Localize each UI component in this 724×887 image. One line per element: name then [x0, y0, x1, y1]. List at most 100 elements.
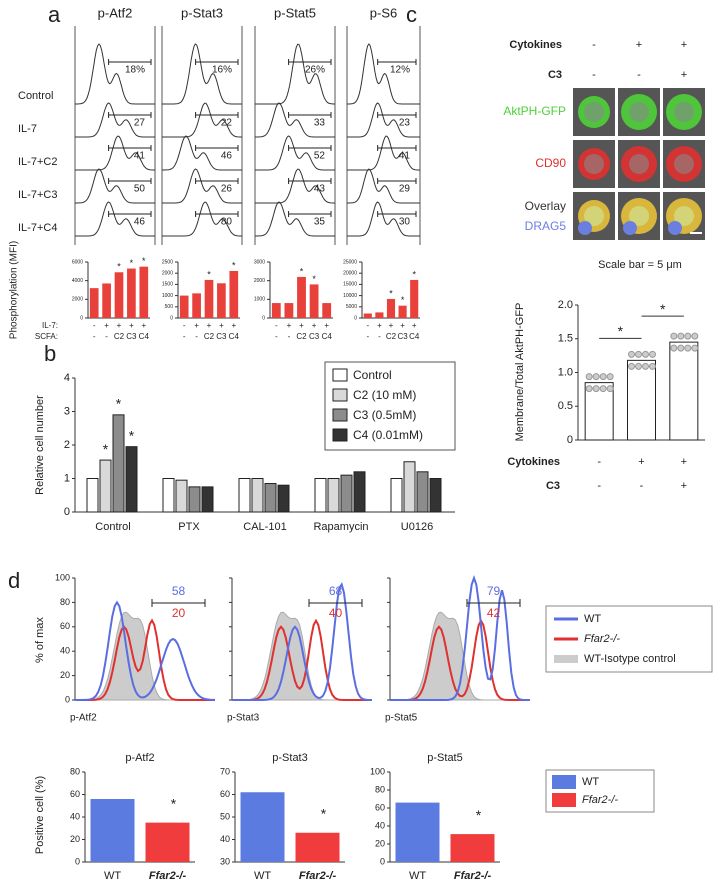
- bar: [322, 303, 332, 318]
- x-row-label: +: [412, 321, 417, 330]
- x-tick-label: WT: [409, 870, 426, 882]
- y-tick-label: 20: [70, 834, 80, 844]
- dot: [606, 373, 614, 381]
- dot: [642, 362, 649, 370]
- wt-curve: [75, 600, 215, 701]
- x-row-label: +: [117, 321, 122, 330]
- legend-swatch: [332, 368, 348, 382]
- panel-label: b: [44, 341, 56, 366]
- legend-swatch: [552, 775, 576, 789]
- bar: [284, 303, 294, 318]
- histogram-curve: [162, 102, 242, 138]
- x-row-label: +: [104, 321, 109, 330]
- significance: *: [103, 441, 109, 457]
- y-tick-label: 4: [64, 372, 70, 384]
- bar: [112, 414, 125, 513]
- bar: [340, 474, 353, 513]
- dot: [691, 332, 699, 340]
- x-row-label: -: [597, 480, 601, 492]
- y-tick-label: 1: [64, 472, 70, 484]
- x-row-label: -: [366, 321, 369, 330]
- y-tick-label: 0: [262, 315, 265, 321]
- bar: [240, 792, 285, 862]
- y-tick-label: 80: [375, 784, 385, 794]
- column-title: p-S6: [370, 5, 397, 20]
- bar: [390, 478, 403, 513]
- bar: [86, 478, 99, 513]
- dot: [670, 332, 678, 340]
- gate-label: 79: [487, 584, 501, 598]
- dot: [684, 344, 692, 352]
- gate: [108, 112, 152, 118]
- bar: [297, 276, 306, 318]
- x-row-label: +: [400, 321, 405, 330]
- gate-label: 46: [134, 217, 146, 228]
- significance: *: [660, 301, 666, 317]
- y-tick-label: 40: [375, 820, 385, 830]
- legend-swatch: [332, 408, 348, 422]
- y-tick-label: 2500: [162, 259, 173, 265]
- legend-swatch: [552, 793, 576, 807]
- gate-label: 42: [487, 606, 501, 620]
- bar: [386, 298, 396, 318]
- caption: Scale bar = 5 μm: [598, 259, 682, 271]
- bar: [403, 461, 416, 513]
- legend-label: WT: [584, 613, 601, 625]
- bar: [192, 293, 201, 318]
- gate: [377, 59, 417, 65]
- gate-label: 29: [399, 184, 411, 195]
- row-label: CD90: [535, 156, 566, 170]
- significance: *: [129, 427, 135, 443]
- bar: [277, 484, 290, 513]
- significance: *: [312, 274, 316, 284]
- bar: [204, 279, 214, 318]
- gate-label: 50: [134, 184, 146, 195]
- gate-label: 12%: [390, 65, 410, 76]
- gate: [377, 211, 417, 217]
- panel-title: p-Stat3: [272, 752, 307, 764]
- condition-name: Cytokines: [509, 39, 562, 51]
- significance: *: [476, 807, 482, 823]
- x-tick-label: Ffar2-/-: [454, 870, 492, 882]
- bar: [314, 478, 327, 513]
- y-tick-label: 6000: [72, 259, 83, 265]
- histogram-curve: [162, 201, 242, 237]
- x-row-label: +: [681, 480, 687, 492]
- y-tick-label: 0: [380, 856, 385, 866]
- gate: [288, 178, 332, 184]
- x-row-label: C2: [386, 332, 397, 341]
- bar: [175, 479, 188, 513]
- x-row-label: C3: [309, 332, 320, 341]
- gate-label: 30: [399, 217, 411, 228]
- row-label: IL-7+C3: [18, 189, 57, 201]
- gate: [288, 112, 332, 118]
- gate-label: 35: [314, 217, 326, 228]
- gate: [466, 599, 521, 607]
- gate-label: 18%: [125, 65, 145, 76]
- significance: *: [321, 805, 327, 821]
- dot: [599, 373, 607, 381]
- x-row-label: +: [129, 321, 134, 330]
- y-tick-label: 3000: [254, 259, 265, 265]
- bar: [99, 459, 112, 513]
- histogram-curve: [75, 201, 155, 237]
- x-row-label: C4: [409, 332, 420, 341]
- gate-label: 33: [314, 118, 326, 129]
- cell-inner: [584, 206, 604, 226]
- bar: [102, 283, 111, 318]
- gate-label: 16%: [212, 65, 232, 76]
- gate: [195, 178, 239, 184]
- x-row-label: -: [640, 480, 644, 492]
- x-row-label: C3: [397, 332, 408, 341]
- bar: [309, 284, 319, 318]
- dot: [649, 362, 656, 370]
- histogram-curve: [255, 102, 335, 138]
- bar: [127, 268, 136, 318]
- x-row-label: +: [312, 321, 317, 330]
- bar: [217, 283, 226, 318]
- x-tick-label: U0126: [401, 521, 433, 533]
- x-row-label: -: [275, 321, 278, 330]
- gate: [377, 112, 417, 118]
- cell-inner: [674, 154, 694, 174]
